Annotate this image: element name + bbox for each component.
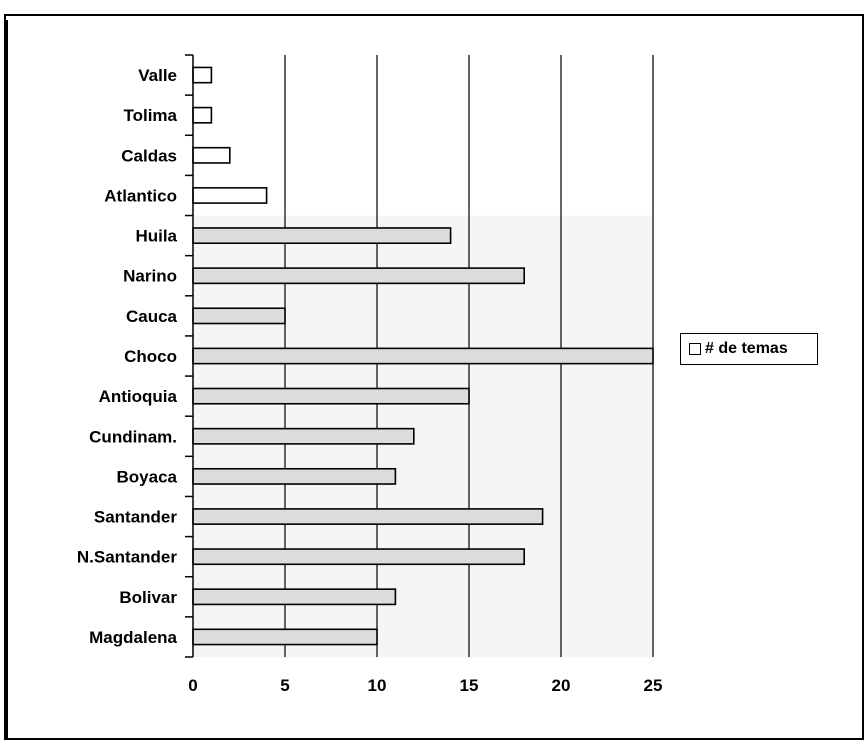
bar-bolivar <box>192 588 397 606</box>
bar-boyaca <box>192 467 397 485</box>
x-tick-labels: 0 5 10 15 20 25 <box>188 676 662 695</box>
x-tick-label: 10 <box>368 676 387 695</box>
bar-choco <box>192 347 654 365</box>
category-label: Caldas <box>121 146 177 165</box>
bar-narino <box>192 267 526 285</box>
bar-tolima <box>192 106 213 124</box>
bar-cauca <box>192 307 286 325</box>
bar-magdalena <box>192 628 378 646</box>
category-label: Antioquia <box>99 387 178 406</box>
category-label: Huila <box>135 227 177 246</box>
category-label: Narino <box>123 267 177 286</box>
category-label: Boyaca <box>117 467 178 486</box>
legend-swatch <box>689 343 701 355</box>
category-label: Magdalena <box>89 628 177 647</box>
category-label: Cundinam. <box>89 427 177 446</box>
category-label: Atlantico <box>104 186 177 205</box>
bar-atlantico <box>192 187 268 204</box>
x-tick-label: 20 <box>552 676 571 695</box>
bars <box>192 66 654 646</box>
bar-valle <box>192 66 213 84</box>
bar-caldas <box>192 146 231 164</box>
legend: # de temas <box>680 333 818 365</box>
bar-santander <box>192 508 544 525</box>
category-label: Choco <box>124 347 177 366</box>
bar-huila <box>192 227 452 245</box>
category-label: Tolima <box>123 106 177 125</box>
bar-cundinam <box>192 427 415 445</box>
category-label: Bolivar <box>119 588 177 607</box>
category-label: Cauca <box>126 307 178 326</box>
category-label: Valle <box>138 66 177 85</box>
x-tick-label: 0 <box>188 676 197 695</box>
x-tick-label: 25 <box>644 676 663 695</box>
legend-label: # de temas <box>705 340 788 357</box>
bar-n-santander <box>192 548 526 566</box>
bar-antioquia <box>192 387 470 405</box>
x-tick-label: 15 <box>460 676 479 695</box>
category-label: N.Santander <box>77 548 178 567</box>
category-labels: Valle Tolima Caldas Atlantico Huila Narino Cau… <box>77 66 178 647</box>
category-label: Santander <box>94 508 178 527</box>
x-tick-label: 5 <box>280 676 289 695</box>
y-axis <box>185 54 194 658</box>
